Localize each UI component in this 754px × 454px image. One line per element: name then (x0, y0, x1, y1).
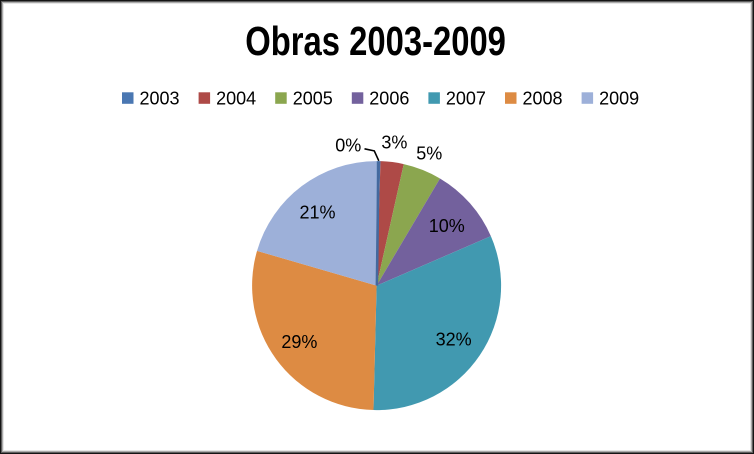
svg-text:21%: 21% (299, 202, 335, 222)
svg-text:Obras 2003-2009: Obras 2003-2009 (245, 18, 506, 64)
svg-text:2008: 2008 (523, 88, 563, 108)
svg-text:2007: 2007 (446, 88, 486, 108)
svg-text:2009: 2009 (599, 88, 639, 108)
svg-text:32%: 32% (436, 330, 472, 350)
svg-text:10%: 10% (429, 216, 465, 236)
svg-text:2006: 2006 (369, 88, 409, 108)
svg-text:0%: 0% (335, 136, 361, 156)
svg-text:2005: 2005 (293, 88, 333, 108)
svg-text:2004: 2004 (216, 88, 256, 108)
svg-text:5%: 5% (416, 144, 442, 164)
svg-text:2003: 2003 (140, 88, 180, 108)
svg-text:3%: 3% (381, 133, 407, 153)
svg-text:29%: 29% (281, 332, 317, 352)
